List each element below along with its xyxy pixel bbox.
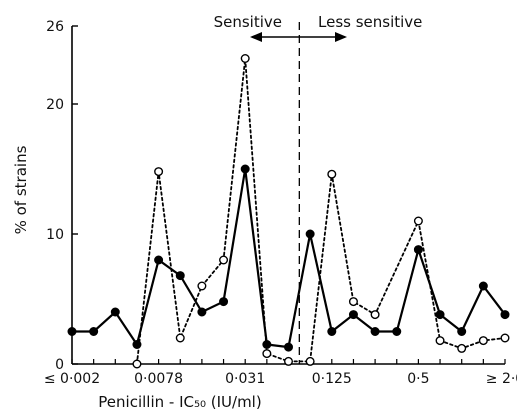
series-0-point-10 [284,342,294,352]
series-1-point-18 [457,343,467,353]
series-0-point-4 [154,255,164,265]
series-1-point-17 [435,336,445,346]
series-0-line [72,168,506,349]
series-1-point-8 [240,54,250,64]
series-0-point-1 [89,327,99,337]
series-1-line [136,58,506,365]
series-0-point-13 [348,310,358,320]
series-0-point-17 [435,310,445,320]
y-tick-label-10: 10 [46,227,64,243]
series-0-point-7 [219,297,229,307]
series-1-point-16 [413,216,423,226]
y-tick-label-26: 26 [46,19,64,35]
series-0-point-15 [392,327,402,337]
series-0-point-14 [370,327,380,337]
series-0-point-2 [110,307,120,317]
series-0-point-20 [500,310,510,320]
series-1-point-13 [348,297,358,307]
x-tick-label-4: 0·5 [407,371,429,387]
y-tick-label-20: 20 [46,97,64,113]
series-0-point-12 [327,327,337,337]
series-0-point-11 [305,229,315,239]
series-0-point-5 [175,271,185,281]
series-1-point-12 [327,169,337,179]
tick-labels: 0 10 20 26 ≤ 0·002 0·0078 0·031 0·125 0·5 ≥ 2·0 [44,19,517,387]
x-axis-label: Penicillin - IC₅₀ (IU/ml) [98,393,261,411]
series-1-point-20 [500,333,510,343]
series-1-point-6 [197,281,207,291]
series-0-point-19 [478,281,488,291]
series-1-point-10 [284,356,294,366]
axes [71,25,506,365]
series-0-point-6 [197,307,207,317]
series-1-point-14 [370,310,380,320]
left-arrowhead-icon [250,32,262,42]
x-tick-label-2: 0·031 [225,371,265,387]
series-0-point-8 [240,164,250,174]
series-1-point-7 [219,255,229,265]
series-1-point-4 [154,167,164,177]
x-tick-label-0: ≤ 0·002 [44,371,100,387]
series-0-point-16 [413,245,423,255]
series-1-point-9 [262,349,272,359]
series-1-point-19 [478,336,488,346]
series-1-point-3 [132,359,142,369]
series-1-point-5 [175,333,185,343]
series-0-point-18 [457,327,467,337]
series-0-point-0 [67,327,77,337]
y-tick-label-0: 0 [55,357,64,373]
y-axis-label: % of strains [12,145,30,234]
x-tick-label-5: ≥ 2·0 [486,371,517,387]
x-tick-label-3: 0·125 [312,371,352,387]
sensitive-label: Sensitive [214,13,282,31]
less-sensitive-label: Less sensitive [318,13,422,31]
right-arrowhead-icon [335,32,347,42]
x-tick-label-1: 0·0078 [134,371,183,387]
series-group [67,54,510,369]
series-1-point-11 [305,356,315,366]
